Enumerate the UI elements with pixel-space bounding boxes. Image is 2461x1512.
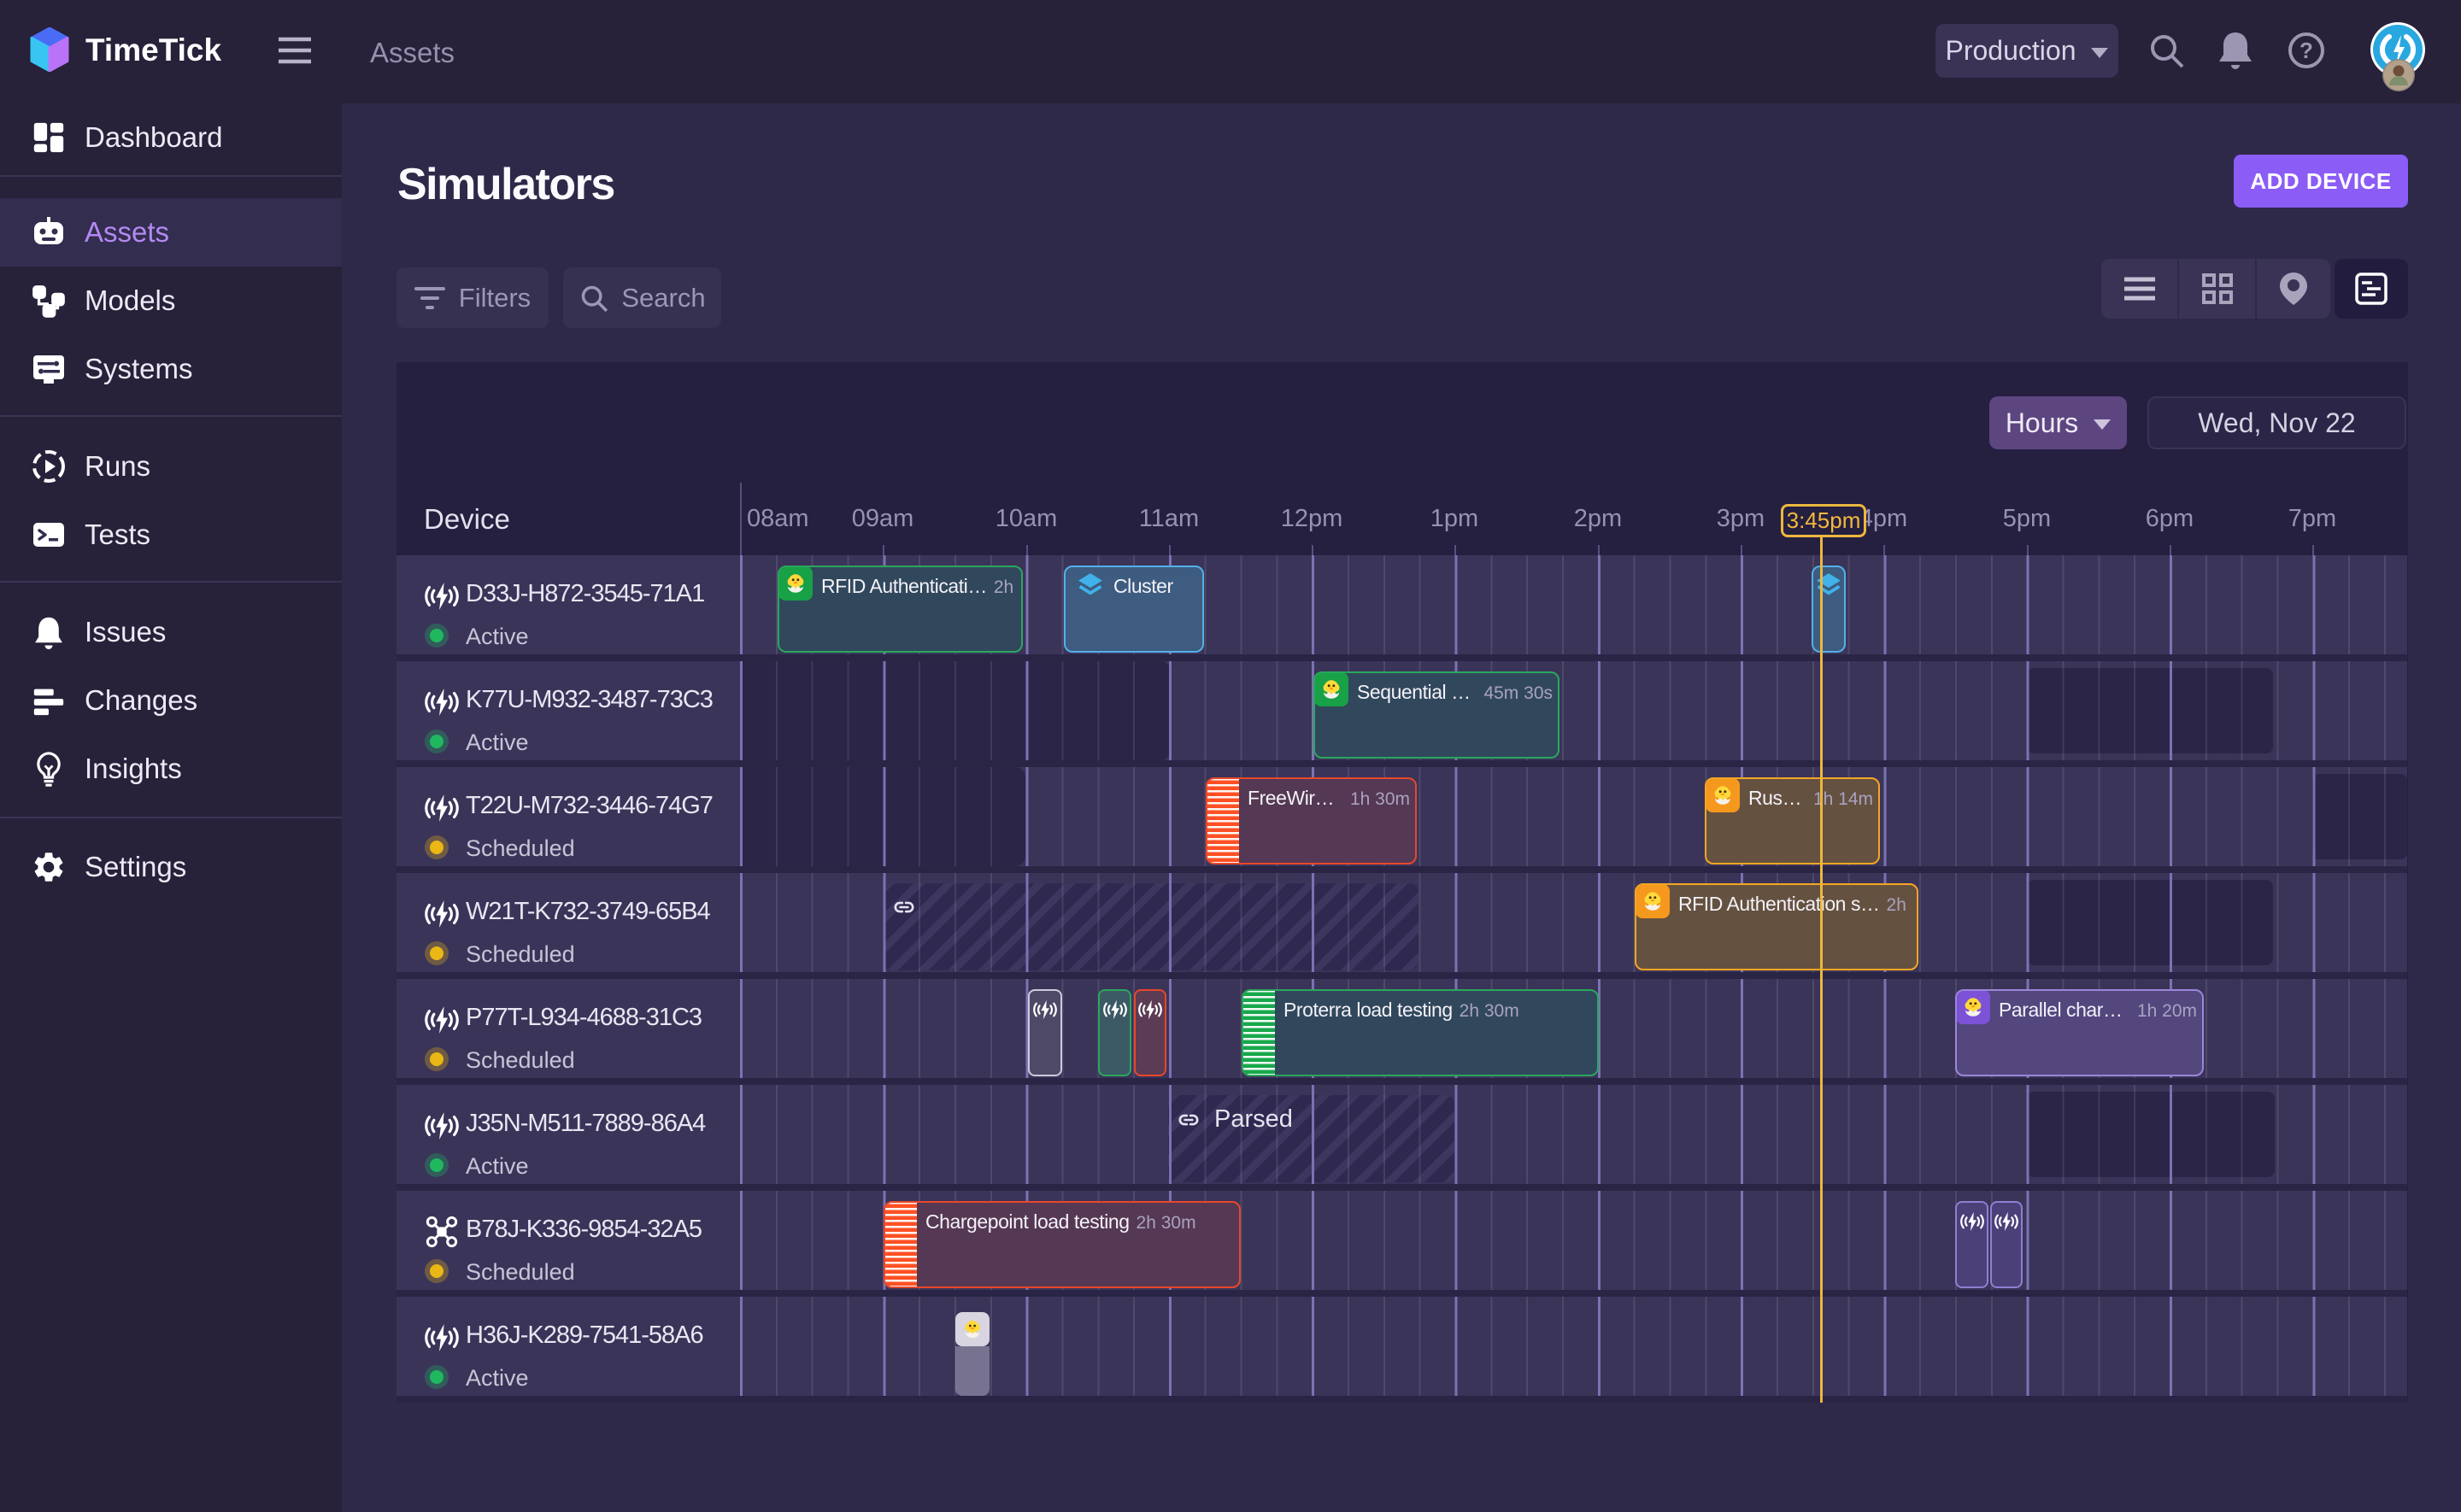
svg-text:?: ? [2299,38,2313,63]
